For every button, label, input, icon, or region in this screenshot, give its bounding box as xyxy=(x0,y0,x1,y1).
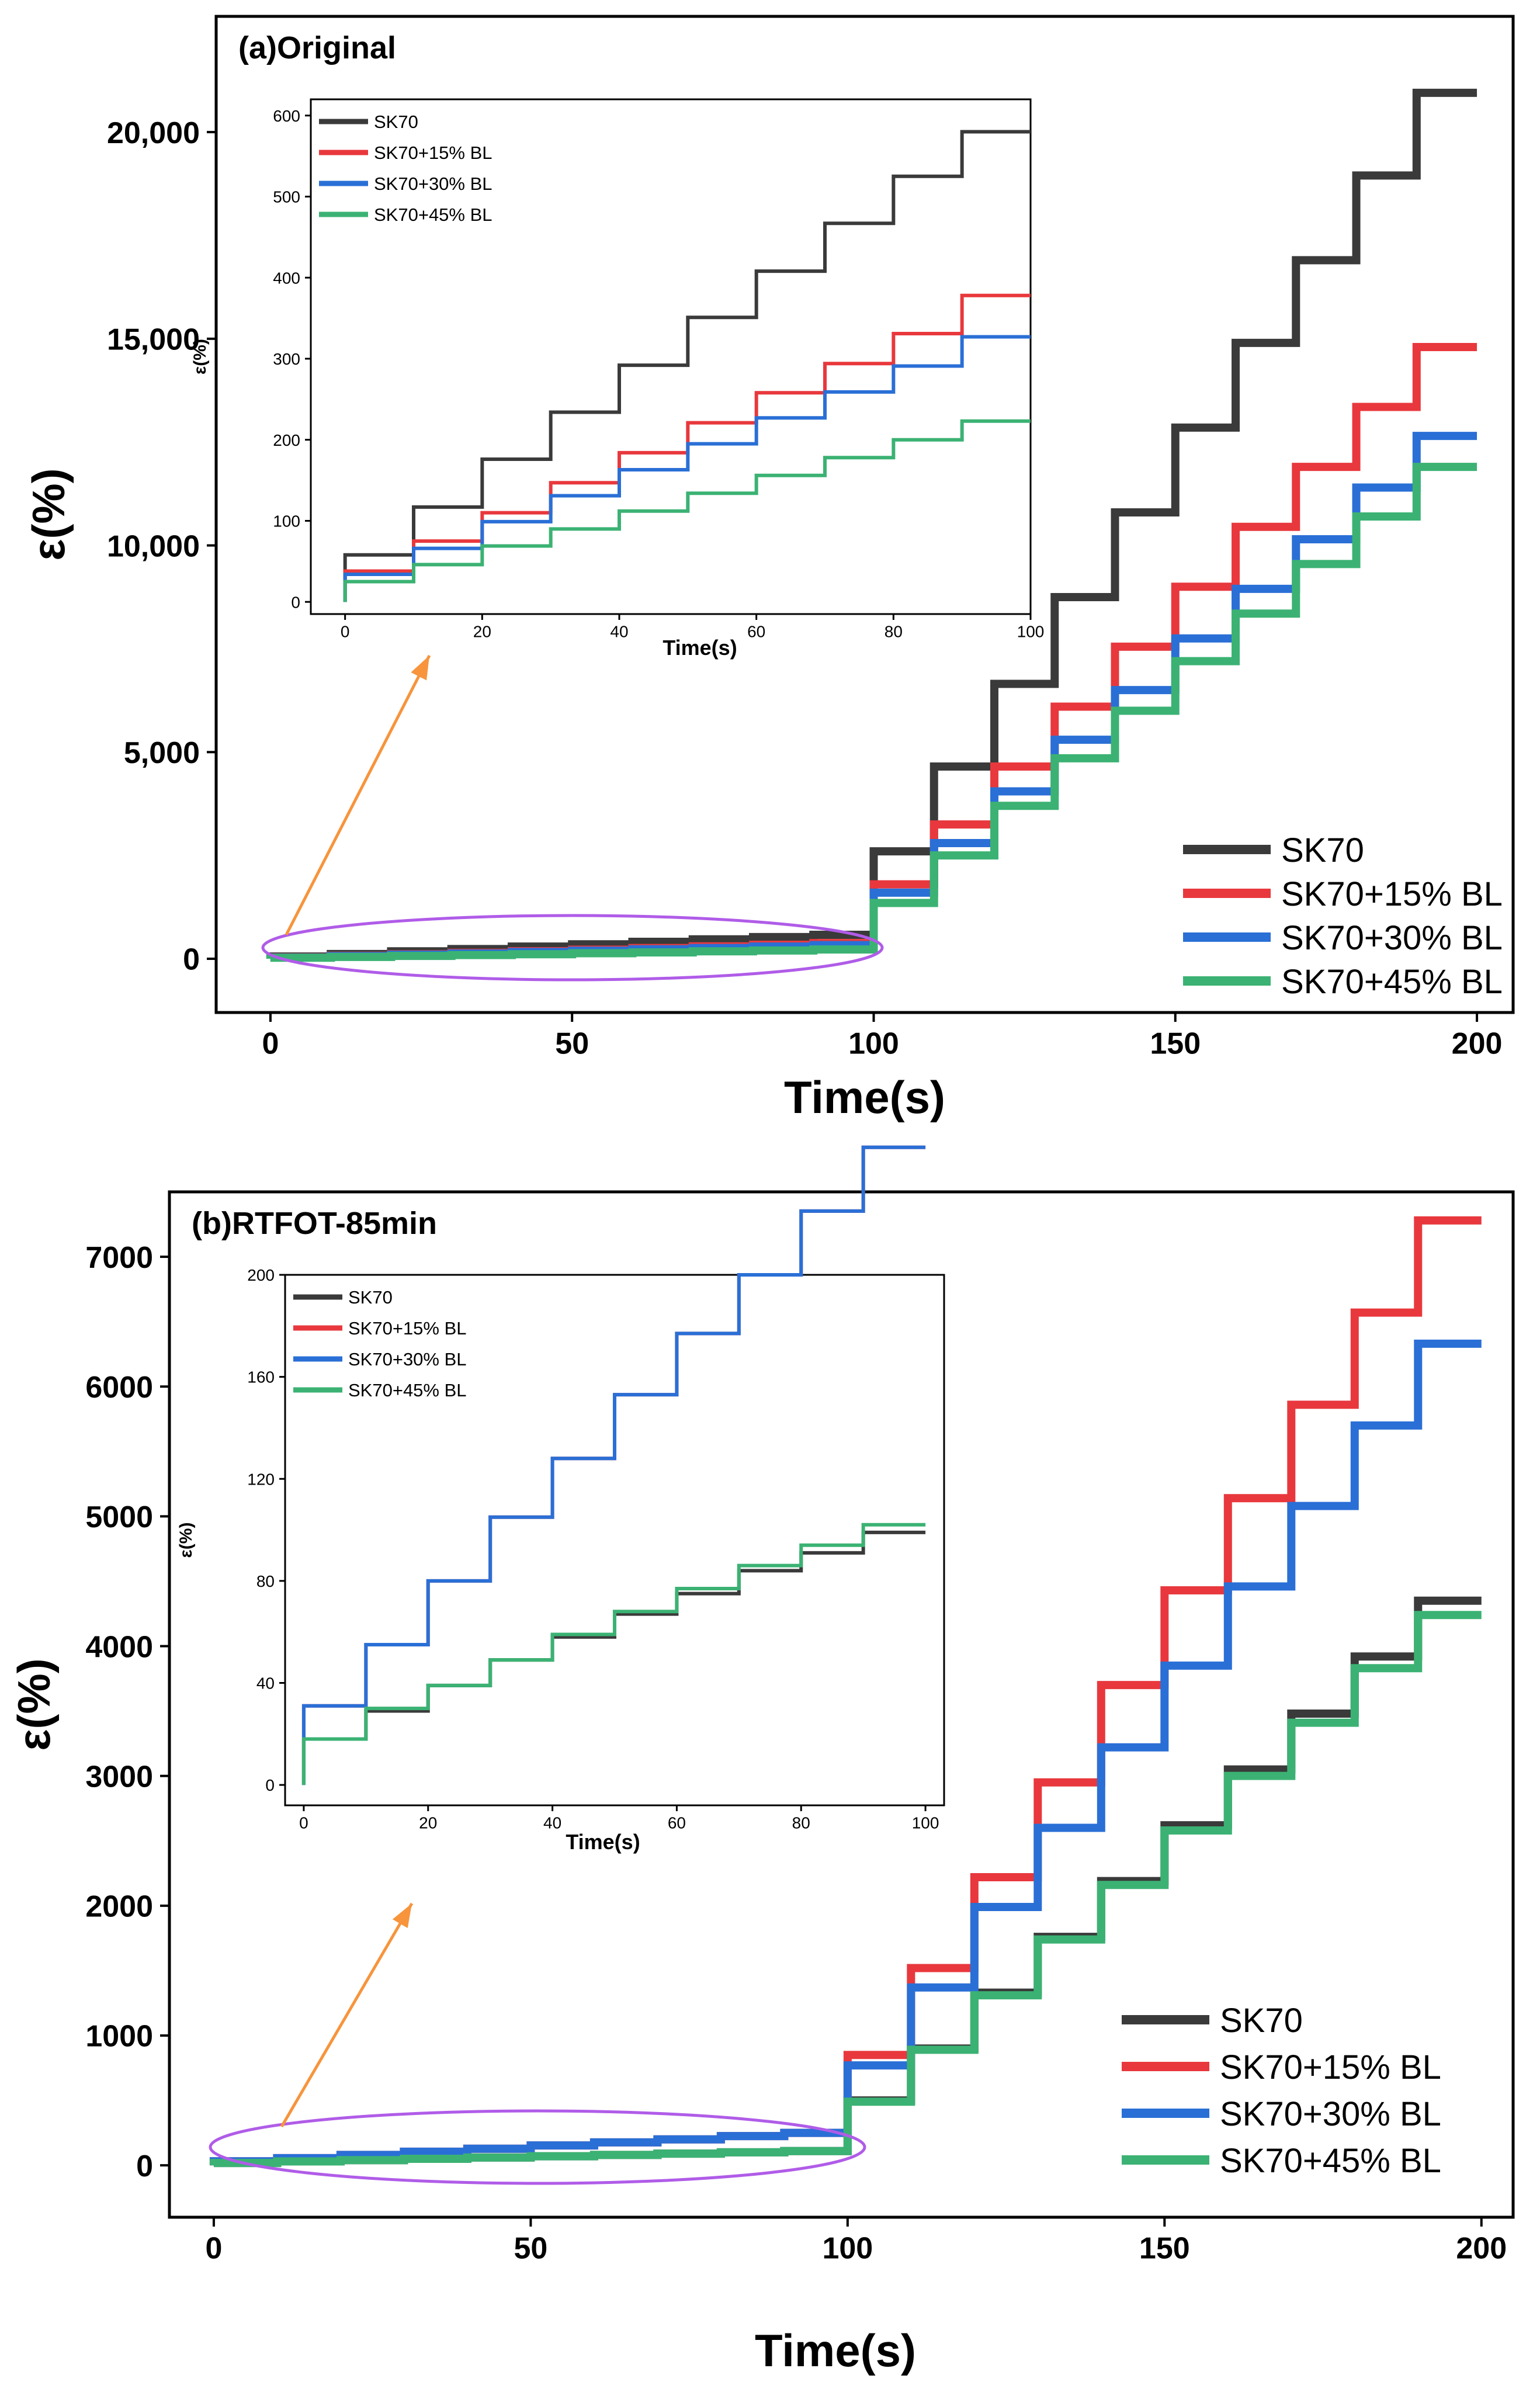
inset-series-sk70 xyxy=(343,130,1031,602)
y-tick-label: 10,000 xyxy=(107,529,200,563)
inset-x-tick-label: 20 xyxy=(419,1814,437,1832)
inset-legend-label-sk70-30-bl: SK70+30% BL xyxy=(374,174,492,194)
inset-legend-label-sk70-15-bl: SK70+15% BL xyxy=(348,1318,467,1339)
chart-title: (a)Original xyxy=(238,30,396,65)
inset-series-sk70-45-bl xyxy=(343,419,1031,602)
inset-y-tick-label: 120 xyxy=(247,1470,275,1488)
y-tick-label: 0 xyxy=(136,2149,153,2183)
inset-plot-frame xyxy=(284,1274,945,1807)
inset-y-tick-label: 400 xyxy=(273,269,300,287)
inset-x-tick-label: 60 xyxy=(747,622,765,640)
inset-series-sk70-45-bl xyxy=(301,1523,926,1785)
inset-background xyxy=(285,1275,944,1805)
x-tick-label: 100 xyxy=(822,2232,873,2266)
inset-y-tick-label: 80 xyxy=(256,1572,275,1590)
inset-y-tick-label: 0 xyxy=(265,1776,275,1794)
inset-x-tick-label: 100 xyxy=(1017,622,1045,640)
inset-background xyxy=(311,99,1031,614)
zoom-arrowhead xyxy=(411,656,429,681)
y-tick-label: 15,000 xyxy=(107,323,200,357)
inset-x-tick-label: 0 xyxy=(341,622,350,640)
chart-title: (b)RTFOT-85min xyxy=(192,1206,437,1241)
x-tick-label: 50 xyxy=(514,2232,547,2266)
inset-plot-frame xyxy=(310,98,1032,615)
y-tick-label: 5000 xyxy=(85,1500,153,1534)
x-tick-label: 100 xyxy=(848,1027,899,1061)
legend-label-sk70-45-bl: SK70+45% BL xyxy=(1220,2142,1441,2180)
inset-x-axis-label: Time(s) xyxy=(566,1830,640,1854)
zoom-arrow xyxy=(280,1902,414,2128)
y-tick-label: 4000 xyxy=(85,1630,153,1664)
inset-legend-label-sk70-45-bl: SK70+45% BL xyxy=(348,1380,467,1400)
inset-y-tick-label: 300 xyxy=(273,350,300,368)
inset-x-tick-label: 20 xyxy=(473,622,491,640)
inset-y-tick-label: 200 xyxy=(273,431,300,449)
inset-y-tick-label: 200 xyxy=(247,1266,275,1284)
y-tick-label: 7000 xyxy=(85,1241,153,1275)
zoom-ellipse xyxy=(209,2109,866,2185)
panel-a: 0 50 100 150 20005,00010,00015,00020,000Time… xyxy=(23,15,1515,1123)
inset-x-axis-label: Time(s) xyxy=(663,636,737,660)
inset-legend-label-sk70-45-bl: SK70+45% BL xyxy=(374,204,492,225)
y-tick-label: 6000 xyxy=(85,1371,153,1405)
inset-x-tick-label: 60 xyxy=(668,1814,686,1832)
y-tick-label: 20,000 xyxy=(107,116,200,150)
zoom-ellipse xyxy=(261,914,884,982)
legend-label-sk70: SK70 xyxy=(1220,2002,1303,2040)
x-tick-label: 200 xyxy=(1452,1027,1503,1061)
inset-y-axis-label: ε(%) xyxy=(176,1523,196,1558)
zoom-arrow xyxy=(285,654,431,936)
inset-x-tick-label: 80 xyxy=(792,1814,810,1832)
inset-legend-label-sk70-30-bl: SK70+30% BL xyxy=(348,1349,467,1369)
legend-label-sk70: SK70 xyxy=(1281,831,1364,869)
inset-x-tick-label: 100 xyxy=(912,1814,939,1832)
legend-label-sk70-30-bl: SK70+30% BL xyxy=(1281,919,1503,957)
y-axis-label: ε(%) xyxy=(23,468,74,560)
inset-legend-label-sk70-15-bl: SK70+15% BL xyxy=(374,143,492,163)
legend-label-sk70-30-bl: SK70+30% BL xyxy=(1220,2095,1441,2133)
x-axis-label: Time(s) xyxy=(755,2325,916,2376)
x-tick-label: 0 xyxy=(205,2232,222,2266)
inset-series-sk70-30-bl xyxy=(301,1145,926,1785)
y-tick-label: 3000 xyxy=(85,1760,153,1794)
legend-label-sk70-45-bl: SK70+45% BL xyxy=(1281,963,1503,1001)
inset-legend-label-sk70: SK70 xyxy=(348,1287,393,1308)
inset-y-axis-label: ε(%) xyxy=(190,339,210,375)
panel-b: 0 50 100 150 2000100020003000400050006000700… xyxy=(8,1145,1515,2376)
legend-label-sk70-15-bl: SK70+15% BL xyxy=(1281,875,1503,913)
inset-x-tick-label: 80 xyxy=(885,622,903,640)
series-sk70-45-bl xyxy=(209,1611,1482,2168)
series-sk70-45-bl xyxy=(266,463,1477,962)
inset-x-tick-label: 40 xyxy=(543,1814,561,1832)
y-axis-label: ε(%) xyxy=(8,1658,60,1750)
inset-x-tick-label: 0 xyxy=(299,1814,308,1832)
zoom-arrowhead xyxy=(392,1903,412,1929)
x-tick-label: 0 xyxy=(262,1027,279,1061)
plot-frame xyxy=(214,15,1515,1014)
inset-x-tick-label: 40 xyxy=(610,622,628,640)
x-tick-label: 150 xyxy=(1139,2232,1190,2266)
inset-series-sk70-30-bl xyxy=(343,335,1031,602)
inset-y-tick-label: 500 xyxy=(273,188,300,206)
inset-y-tick-label: 0 xyxy=(291,593,300,611)
inset-y-tick-label: 100 xyxy=(273,512,300,530)
y-tick-label: 5,000 xyxy=(124,736,200,770)
x-tick-label: 50 xyxy=(555,1027,589,1061)
y-tick-label: 2000 xyxy=(85,1890,153,1924)
inset-y-tick-label: 160 xyxy=(247,1368,275,1386)
x-tick-label: 200 xyxy=(1456,2232,1507,2266)
inset-y-tick-label: 600 xyxy=(273,107,300,125)
y-tick-label: 1000 xyxy=(85,2020,153,2054)
inset-legend-label-sk70: SK70 xyxy=(374,112,418,132)
legend-label-sk70-15-bl: SK70+15% BL xyxy=(1220,2048,1441,2086)
plot-frame xyxy=(168,1190,1515,2219)
inset-y-tick-label: 40 xyxy=(256,1674,275,1693)
y-tick-label: 0 xyxy=(183,943,200,977)
x-tick-label: 150 xyxy=(1150,1027,1201,1061)
x-axis-label: Time(s) xyxy=(784,1072,945,1123)
